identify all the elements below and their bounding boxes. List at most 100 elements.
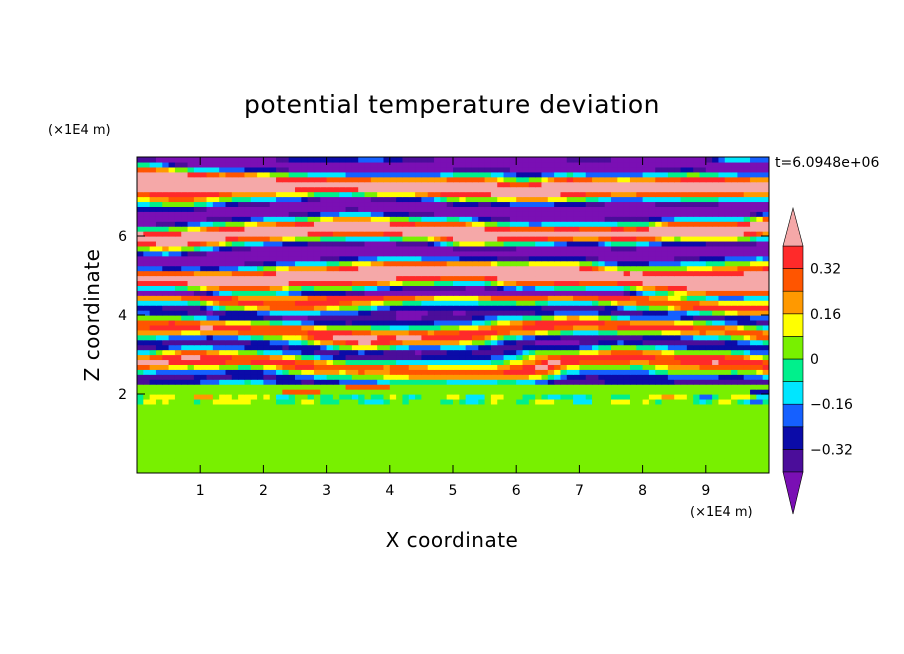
heatmap-cell [750, 265, 757, 272]
heatmap-cell [756, 255, 764, 262]
heatmap-cell [446, 339, 454, 346]
heatmap-cell [174, 369, 182, 375]
heatmap-cell [503, 305, 511, 311]
heatmap-cell [244, 389, 252, 395]
heatmap-cell [320, 448, 328, 454]
heatmap-cell [465, 349, 473, 356]
heatmap-cell [206, 468, 214, 473]
heatmap-cell [181, 433, 189, 440]
heatmap-cell [434, 290, 441, 296]
heatmap-cell [743, 280, 751, 286]
heatmap-cell [528, 310, 536, 316]
heatmap-cell [579, 379, 587, 385]
heatmap-cell [162, 339, 170, 346]
heatmap-cell [623, 310, 631, 316]
heatmap-cell [598, 374, 606, 380]
heatmap-cell [358, 285, 366, 291]
heatmap-cell [617, 438, 625, 444]
heatmap-cell [351, 295, 359, 301]
heatmap-cell [617, 285, 625, 291]
heatmap-cell [585, 300, 593, 306]
heatmap-cell [320, 240, 328, 247]
heatmap-cell [617, 418, 625, 425]
heatmap-cell [282, 240, 290, 247]
heatmap-cell [579, 305, 587, 311]
heatmap-cell [219, 280, 227, 286]
heatmap-cell [313, 443, 321, 449]
heatmap-cell [680, 354, 688, 361]
heatmap-cell [535, 315, 543, 321]
heatmap-cell [459, 240, 467, 247]
heatmap-cell [263, 458, 271, 464]
heatmap-cell [313, 329, 321, 336]
heatmap-cell [307, 443, 315, 449]
heatmap-cell [389, 389, 397, 395]
heatmap-cell [686, 453, 694, 459]
heatmap-cell [402, 329, 410, 336]
heatmap-cell [187, 250, 195, 257]
heatmap-cell [370, 226, 378, 232]
heatmap-cell [509, 423, 517, 430]
heatmap-cell [547, 463, 555, 469]
heatmap-cell [674, 398, 682, 405]
heatmap-cell [231, 285, 239, 291]
heatmap-cell [459, 428, 467, 435]
heatmap-cell [762, 295, 769, 301]
heatmap-cell [244, 270, 252, 277]
heatmap-cell [762, 433, 769, 440]
heatmap-cell [377, 315, 385, 321]
heatmap-cell [396, 418, 404, 425]
heatmap-cell [143, 324, 151, 331]
heatmap-cell [434, 270, 441, 277]
heatmap-cell [604, 324, 612, 331]
heatmap-cell [535, 438, 543, 444]
heatmap-cell [421, 364, 429, 370]
heatmap-cell [307, 364, 315, 370]
heatmap-cell [509, 250, 517, 257]
heatmap-cell [560, 398, 568, 405]
heatmap-cell [149, 394, 157, 400]
heatmap-cell [276, 394, 283, 400]
heatmap-cell [585, 384, 593, 390]
heatmap-cell [282, 458, 290, 464]
heatmap-cell [181, 458, 189, 464]
heatmap-cell [560, 413, 568, 420]
heatmap-cell [307, 428, 315, 435]
heatmap-cell [648, 240, 656, 247]
heatmap-cell [604, 374, 612, 380]
heatmap-cell [143, 384, 151, 390]
heatmap-cell [238, 275, 246, 282]
heatmap-cell [187, 236, 195, 242]
heatmap-cell [516, 448, 524, 454]
heatmap-cell [566, 349, 574, 356]
heatmap-cell [307, 398, 315, 405]
heatmap-cell [560, 433, 568, 440]
heatmap-cell [503, 280, 511, 286]
heatmap-cell [522, 458, 530, 464]
heatmap-cell [762, 250, 769, 257]
heatmap-cell [503, 255, 511, 262]
heatmap-cell [250, 255, 258, 262]
heatmap-cell [282, 408, 290, 415]
heatmap-cell [579, 349, 587, 356]
heatmap-cell [174, 319, 182, 326]
heatmap-cell [497, 310, 505, 316]
heatmap-cell [421, 413, 429, 420]
heatmap-cell [623, 319, 631, 326]
heatmap-cell [313, 344, 321, 351]
heatmap-cell [345, 236, 353, 242]
heatmap-cell [554, 290, 562, 296]
heatmap-cell [200, 428, 208, 435]
heatmap-cell [762, 260, 769, 267]
heatmap-cell [345, 438, 353, 444]
heatmap-cell [604, 364, 612, 370]
heatmap-cell [680, 334, 688, 341]
heatmap-cell [200, 290, 208, 296]
heatmap-cell [566, 334, 574, 341]
heatmap-cell [415, 245, 422, 252]
heatmap-cell [137, 359, 144, 365]
heatmap-cell [465, 448, 473, 454]
heatmap-cell [313, 270, 321, 277]
heatmap-cell [598, 324, 606, 331]
heatmap-cell [263, 354, 271, 361]
